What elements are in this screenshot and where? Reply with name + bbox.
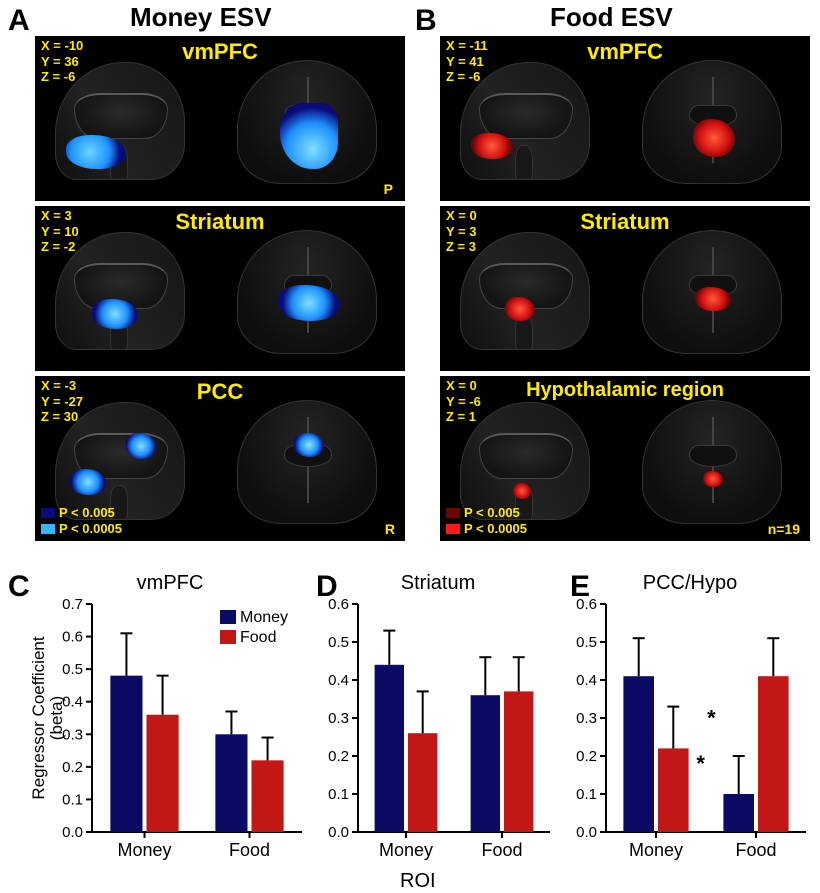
chart-title: PCC/Hypo bbox=[566, 572, 814, 595]
chart-D: Striatum 0.0 0.1 0.2 0.3 0.4 0.5 0.6 Money Food bbox=[318, 572, 558, 872]
p-level-2: P < 0.0005 bbox=[464, 521, 527, 537]
svg-text:0.5: 0.5 bbox=[328, 634, 349, 651]
svg-text:Money: Money bbox=[629, 840, 683, 860]
svg-text:0.1: 0.1 bbox=[62, 791, 83, 808]
p-level-1: P < 0.005 bbox=[464, 505, 520, 521]
column-title-money: Money ESV bbox=[130, 2, 272, 33]
svg-text:0.2: 0.2 bbox=[328, 748, 349, 765]
sagittal-slice bbox=[53, 220, 188, 365]
swatch-dark bbox=[446, 508, 460, 518]
svg-text:Money: Money bbox=[240, 609, 288, 626]
svg-text:0.1: 0.1 bbox=[576, 786, 597, 803]
orient-label-P: P bbox=[384, 181, 393, 197]
chart-svg: 0.0 0.1 0.2 0.3 0.4 0.5 0.6 Money Food ** bbox=[566, 598, 814, 878]
svg-text:0.7: 0.7 bbox=[62, 598, 83, 613]
column-title-food: Food ESV bbox=[550, 2, 673, 33]
brain-row-B-vmpfc: vmPFC X = -11 Y = 41 Z = -6 bbox=[440, 36, 810, 201]
brain-row-A-vmpfc: vmPFC X = -10 Y = 36 Z = -6 P bbox=[35, 36, 405, 201]
svg-text:0.4: 0.4 bbox=[328, 672, 349, 689]
svg-text:0.3: 0.3 bbox=[576, 710, 597, 727]
brain-row-A-pcc: PCC X = -3 Y = -27 Z = 30 P < 0.005 P < … bbox=[35, 376, 405, 541]
sagittal-slice bbox=[458, 220, 593, 365]
n-label: n=19 bbox=[768, 521, 800, 537]
coronal-slice bbox=[235, 390, 380, 535]
brain-row-A-striatum: Striatum X = 3 Y = 10 Z = -2 bbox=[35, 206, 405, 371]
svg-text:Food: Food bbox=[240, 629, 276, 646]
svg-text:Food: Food bbox=[481, 840, 522, 860]
svg-text:0.6: 0.6 bbox=[62, 629, 83, 646]
svg-text:0.1: 0.1 bbox=[328, 786, 349, 803]
panel-letter-A: A bbox=[8, 4, 30, 38]
svg-text:0.3: 0.3 bbox=[328, 710, 349, 727]
brain-row-B-striatum: Striatum X = 0 Y = 3 Z = 3 bbox=[440, 206, 810, 371]
brain-row-B-hypo: Hypothalamic region X = 0 Y = -6 Z = 1 P… bbox=[440, 376, 810, 541]
svg-text:Money: Money bbox=[117, 840, 171, 860]
panel-letter-C: C bbox=[8, 570, 30, 604]
svg-text:0.2: 0.2 bbox=[576, 748, 597, 765]
coronal-slice bbox=[640, 50, 785, 195]
svg-text:0.5: 0.5 bbox=[62, 661, 83, 678]
svg-text:0.0: 0.0 bbox=[328, 824, 349, 841]
coronal-slice bbox=[640, 390, 785, 535]
chart-title: Striatum bbox=[318, 572, 558, 595]
panel-letter-B: B bbox=[415, 4, 437, 38]
p-level-1: P < 0.005 bbox=[59, 505, 115, 521]
svg-text:0.5: 0.5 bbox=[576, 634, 597, 651]
chart-svg: 0.00.10.20.30.40.50.60.7MoneyFoodRegress… bbox=[30, 598, 310, 878]
p-legend: P < 0.005 P < 0.0005 bbox=[446, 505, 527, 538]
p-legend: P < 0.005 P < 0.0005 bbox=[41, 505, 122, 538]
coronal-slice bbox=[640, 220, 785, 365]
svg-text:0.0: 0.0 bbox=[62, 824, 83, 841]
svg-text:Regressor Coefficient: Regressor Coefficient bbox=[30, 636, 48, 799]
svg-text:Food: Food bbox=[229, 840, 270, 860]
svg-text:*: * bbox=[707, 706, 716, 731]
svg-text:*: * bbox=[696, 751, 705, 776]
chart-E: PCC/Hypo 0.0 0.1 0.2 0.3 0.4 0.5 0.6 Money Food *… bbox=[566, 572, 814, 872]
orient-label-R: R bbox=[385, 521, 395, 537]
svg-text:0.6: 0.6 bbox=[328, 598, 349, 613]
svg-text:Money: Money bbox=[379, 840, 433, 860]
svg-text:0.2: 0.2 bbox=[62, 759, 83, 776]
swatch-dark bbox=[41, 508, 55, 518]
swatch-light bbox=[446, 524, 460, 534]
svg-text:0.0: 0.0 bbox=[576, 824, 597, 841]
chart-svg: 0.0 0.1 0.2 0.3 0.4 0.5 0.6 Money Food bbox=[318, 598, 558, 878]
chart-title: vmPFC bbox=[30, 572, 310, 595]
sagittal-slice bbox=[458, 50, 593, 195]
svg-text:0.4: 0.4 bbox=[576, 672, 597, 689]
coronal-slice bbox=[235, 50, 380, 195]
coronal-slice bbox=[235, 220, 380, 365]
chart-C: vmPFC 0.00.10.20.30.40.50.60.7MoneyFoodR… bbox=[30, 572, 310, 872]
svg-text:Food: Food bbox=[735, 840, 776, 860]
svg-text:(beta): (beta) bbox=[47, 696, 66, 740]
swatch-light bbox=[41, 524, 55, 534]
p-level-2: P < 0.0005 bbox=[59, 521, 122, 537]
sagittal-slice bbox=[53, 50, 188, 195]
svg-text:0.6: 0.6 bbox=[576, 598, 597, 613]
